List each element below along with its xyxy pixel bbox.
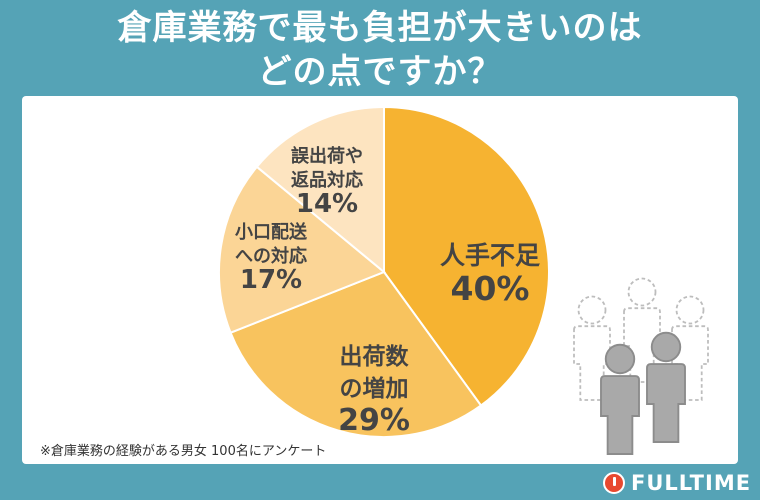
person-icon (600, 343, 640, 455)
fulltime-logo: FULLTIME (603, 470, 751, 496)
chart-title: 倉庫業務で最も負担が大きいのは どの点ですか？ (0, 6, 760, 94)
pie-slice-value-3: 17% (240, 265, 302, 295)
people-group-icon (573, 277, 709, 455)
pie-slice-label-3: 小口配送への対応 17% (235, 221, 308, 295)
pie-slice-4 (255, 105, 385, 275)
survey-note: ※倉庫業務の経験がある男女 100名にアンケート (40, 444, 327, 459)
pie-slice-value-2: 29% (338, 403, 410, 438)
person-icon (646, 331, 686, 443)
chart-card: 人手不足 40% 出荷数の増加 29% 小口配送への対応 17% 誤出荷や返品対応 14% (22, 96, 738, 464)
pie-slice-2 (229, 270, 483, 438)
pie-slice-3 (218, 165, 386, 335)
pie-slice-label-2: 出荷数の増加 29% (338, 344, 410, 438)
pie-chart: 人手不足 40% 出荷数の増加 29% 小口配送への対応 17%誤出荷や返品対応 14% (218, 105, 709, 455)
pie-slice-value-4: 14% (296, 189, 358, 219)
pie-slice-label-1: 人手不足 40% (440, 241, 540, 308)
fulltime-logo-icon (603, 472, 625, 494)
title-line-2: どの点ですか？ (257, 52, 503, 92)
pie-slice-label-4: 誤出荷や返品対応 14% (291, 145, 363, 219)
logo-text: FULLTIME (631, 471, 752, 495)
pie-slice-value-1: 40% (451, 269, 530, 308)
pie-slice-1 (383, 105, 550, 407)
title-line-1: 倉庫業務で最も負担が大きいのは (117, 8, 643, 48)
